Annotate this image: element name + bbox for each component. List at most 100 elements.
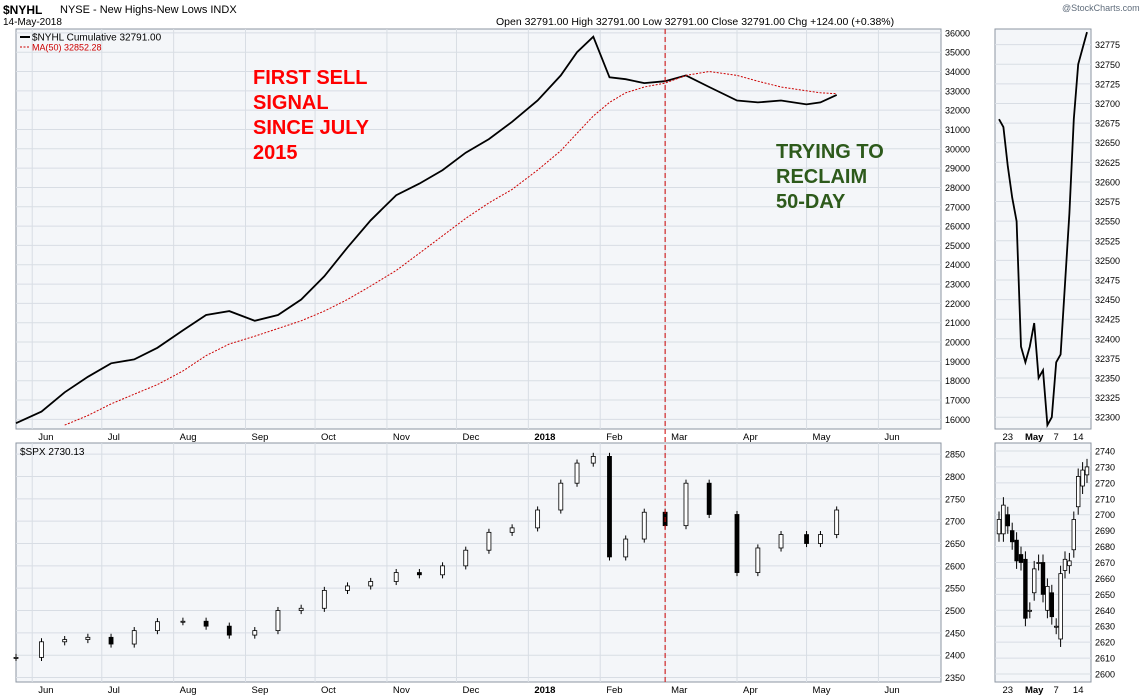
spx-candle — [623, 538, 629, 558]
spx-candle — [252, 630, 258, 636]
spx-main-x-tick-label: Dec — [462, 685, 479, 696]
nyhl-main-y-tick-label: 19000 — [945, 357, 970, 367]
nyhl-zoom-y-tick-label: 32750 — [1095, 60, 1120, 70]
reclaim-annotation: TRYING TO RECLAIM 50-DAY — [776, 141, 884, 213]
nyhl-main-x-tick-label: Jun — [38, 432, 53, 443]
chart-date: 14-May-2018 — [3, 17, 62, 28]
spx-zoom-candle — [1010, 530, 1015, 543]
spx-candle — [298, 607, 304, 611]
spx-zoom-y-tick-label: 2690 — [1095, 526, 1115, 536]
nyhl-main-y-tick-label: 30000 — [945, 144, 970, 154]
spx-zoom-candle — [1067, 560, 1072, 567]
legend-entry-ma50: MA(50) 32852.28 — [32, 43, 102, 53]
nyhl-main-y-tick-label: 18000 — [945, 376, 970, 386]
spx-main-y-tick-label: 2450 — [945, 628, 965, 638]
spx-main-x-tick-label: Feb — [606, 685, 622, 696]
nyhl-zoom-x-tick-label: 14 — [1073, 432, 1084, 443]
nyhl-zoom-y-tick-label: 32475 — [1095, 275, 1120, 285]
spx-candle — [368, 581, 374, 587]
spx-zoom-y-tick-label: 2720 — [1095, 478, 1115, 488]
nyhl-zoom-y-tick-label: 32550 — [1095, 217, 1120, 227]
spx-main-y-tick-label: 2550 — [945, 584, 965, 594]
spx-candle — [590, 456, 596, 464]
spx-candle — [416, 572, 422, 576]
spx-zoom-x-tick-label: 7 — [1054, 685, 1059, 696]
spx-candle — [155, 621, 160, 632]
spx-zoom-y-tick-label: 2600 — [1095, 670, 1115, 680]
spx-main-x-tick-label: Jun — [38, 685, 53, 696]
spx-zoom-y-tick-label: 2740 — [1095, 446, 1115, 456]
ohlc-readout: Open 32791.00 High 32791.00 Low 32791.00… — [496, 16, 895, 28]
spx-candle — [607, 456, 612, 558]
sell-signal-annotation: FIRST SELL SIGNAL SINCE JULY 2015 — [253, 67, 369, 164]
spx-candle — [574, 462, 580, 484]
spx-zoom-y-tick-label: 2650 — [1095, 590, 1115, 600]
spx-zoom-y-tick-label: 2660 — [1095, 574, 1115, 584]
spx-zoom-y-tick-label: 2730 — [1095, 462, 1115, 472]
spx-zoom-y-tick-label: 2670 — [1095, 558, 1115, 568]
spx-main-x-tick-label: May — [813, 685, 831, 696]
spx-zoom-candle — [1054, 625, 1059, 628]
nyhl-zoom-y-tick-label: 32775 — [1095, 40, 1120, 50]
spx-candle — [275, 610, 281, 632]
nyhl-main-y-tick-label: 26000 — [945, 222, 970, 232]
nyhl-zoom-y-tick-label: 32525 — [1095, 236, 1120, 246]
nyhl-zoom-y-tick-label: 32600 — [1095, 177, 1120, 187]
nyhl-main-x-tick-label: Sep — [252, 432, 269, 443]
nyhl-main-x-tick-label: Jun — [884, 432, 899, 443]
nyhl-zoom-y-tick-label: 32650 — [1095, 138, 1120, 148]
nyhl-zoom-y-tick-label: 32350 — [1095, 374, 1120, 384]
nyhl-main-y-tick-label: 28000 — [945, 183, 970, 193]
spx-candle — [804, 534, 809, 544]
nyhl-main-x-tick-label: May — [813, 432, 831, 443]
nyhl-zoom-y-tick-label: 32725 — [1095, 79, 1120, 89]
nyhl-zoom-y-tick-label: 32450 — [1095, 295, 1120, 305]
spx-candle — [393, 572, 399, 582]
nyhl-main-y-tick-label: 33000 — [945, 86, 970, 96]
nyhl-zoom-x-tick-label: 23 — [1003, 432, 1014, 443]
nyhl-zoom-y-tick-label: 32300 — [1095, 413, 1120, 423]
spx-main-x-tick-label: Apr — [743, 685, 758, 696]
spx-zoom-candle — [1076, 476, 1081, 508]
nyhl-zoom-y-tick-label: 32325 — [1095, 393, 1120, 403]
spx-zoom-candle — [1084, 466, 1090, 476]
spx-zoom-y-tick-label: 2620 — [1095, 638, 1115, 648]
spx-candle — [778, 534, 784, 549]
nyhl-main-y-tick-label: 22000 — [945, 299, 970, 309]
spx-candle — [509, 527, 515, 533]
nyhl-main-x-tick-label: Oct — [321, 432, 336, 443]
nyhl-main-y-tick-label: 24000 — [945, 260, 970, 270]
spx-candle — [683, 482, 689, 527]
spx-candle — [834, 509, 840, 535]
spx-main-y-tick-label: 2500 — [945, 606, 965, 616]
watermark: @StockCharts.com — [1062, 3, 1140, 13]
nyhl-zoom-x-tick-label: 7 — [1054, 432, 1059, 443]
spx-candle — [558, 482, 564, 511]
nyhl-zoom-y-tick-label: 32400 — [1095, 334, 1120, 344]
spx-candle — [62, 639, 68, 643]
spx-candle — [463, 549, 469, 567]
spx-zoom-candle — [1027, 609, 1032, 612]
nyhl-main-y-tick-label: 25000 — [945, 241, 970, 251]
nyhl-zoom-y-tick-label: 32425 — [1095, 315, 1120, 325]
spx-candle — [39, 641, 44, 658]
spx-main-x-tick-label: Mar — [671, 685, 687, 696]
nyhl-main-y-tick-label: 16000 — [945, 415, 970, 425]
legend-entry-nyhl: $NYHL Cumulative 32791.00 — [32, 33, 162, 44]
nyhl-cumulative-line — [15, 35, 838, 425]
spx-candle — [734, 514, 740, 573]
spx-main-y-tick-label: 2800 — [945, 472, 965, 482]
spx-main-x-tick-label: Aug — [180, 685, 197, 696]
spx-main-panel — [15, 442, 942, 683]
spx-main-x-tick-label: Jul — [108, 685, 120, 696]
spx-zoom-y-tick-label: 2610 — [1095, 654, 1115, 664]
spx-main-y-tick-label: 2400 — [945, 651, 965, 661]
spx-candle — [706, 482, 712, 515]
spx-main-x-tick-label: 2018 — [534, 685, 555, 696]
spx-zoom-candle — [996, 519, 1002, 535]
spx-zoom-candle — [1058, 573, 1063, 640]
nyhl-main-x-tick-label: 2018 — [534, 432, 555, 443]
nyhl-main-x-tick-label: Feb — [606, 432, 622, 443]
spx-zoom-candle — [1040, 562, 1046, 595]
spx-zoom-y-tick-label: 2700 — [1095, 510, 1115, 520]
